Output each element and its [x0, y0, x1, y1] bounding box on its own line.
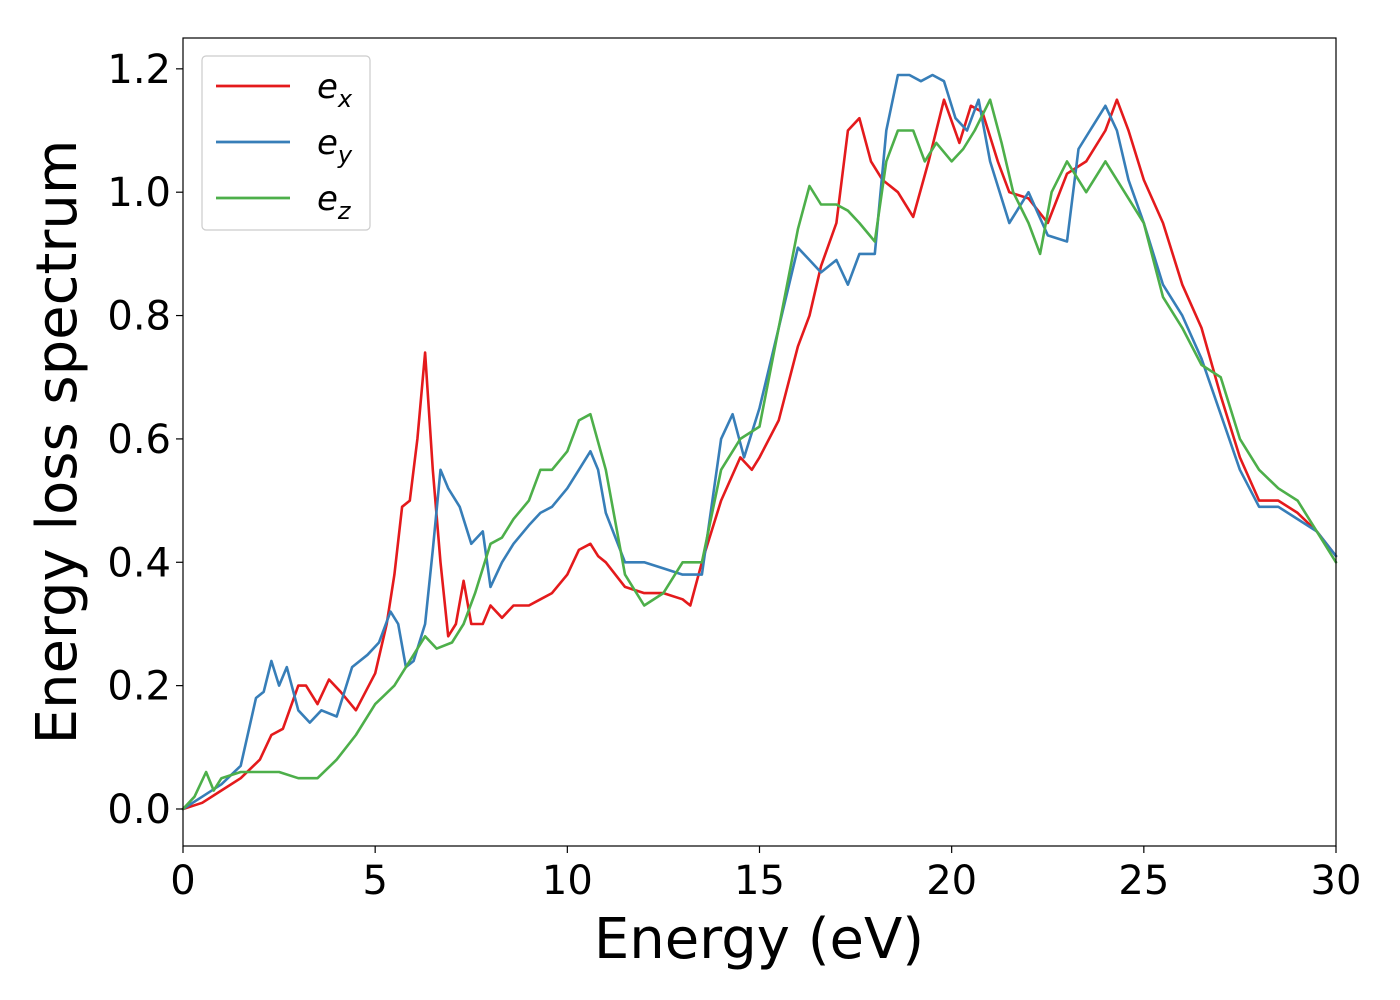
- y-axis-label: Energy loss spectrum: [25, 140, 90, 745]
- series-line-ex: [181, 98, 1338, 811]
- x-tick-label: 5: [362, 858, 387, 904]
- x-tick-label: 25: [1118, 858, 1169, 904]
- x-axis: 0 5 10 15 20 25 30: [170, 846, 1361, 904]
- legend-label-ex: ex: [317, 67, 353, 113]
- y-tick-label: 0.8: [107, 294, 171, 340]
- x-tick-label: 15: [734, 858, 785, 904]
- legend-label-ez: ez: [317, 179, 352, 225]
- series-layer: [181, 73, 1338, 811]
- y-tick-label: 1.0: [107, 170, 171, 216]
- y-tick-label: 0.0: [107, 787, 171, 833]
- legend-label-ey: ey: [317, 123, 353, 169]
- series-line-ez: [181, 98, 1338, 811]
- series-line-ey: [181, 73, 1338, 811]
- y-tick-label: 0.4: [107, 540, 171, 586]
- y-tick-label: 0.2: [107, 664, 171, 710]
- x-tick-label: 30: [1311, 858, 1362, 904]
- y-axis: 0.0 0.2 0.4 0.6 0.8 1.0 1.2: [107, 47, 183, 833]
- x-tick-label: 10: [542, 858, 593, 904]
- y-tick-label: 1.2: [107, 47, 171, 93]
- x-tick-label: 20: [926, 858, 977, 904]
- y-tick-label: 0.6: [107, 417, 171, 463]
- x-tick-label: 0: [170, 858, 195, 904]
- legend: ex ey ez: [201, 55, 371, 231]
- x-axis-label: Energy (eV): [594, 907, 924, 972]
